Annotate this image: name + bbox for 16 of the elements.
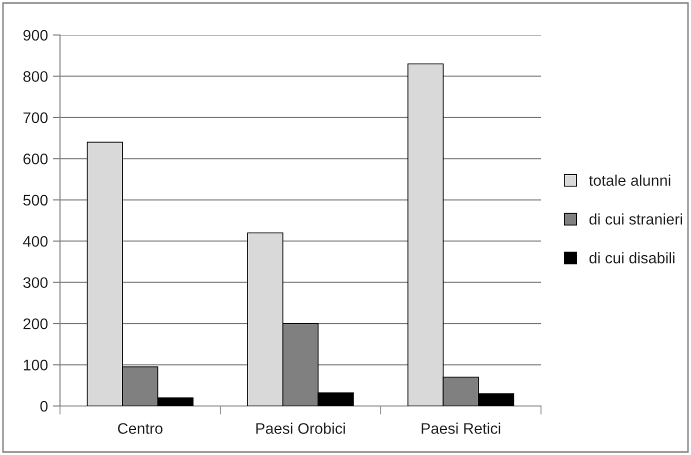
x-tick-label: Centro — [118, 423, 162, 434]
y-tick-label: 700 — [23, 112, 48, 124]
y-tick-label: 400 — [23, 236, 48, 247]
y-tick-label: 900 — [23, 30, 48, 41]
legend-label: totale alunni — [589, 174, 670, 186]
legend-label: di cui disabili — [589, 252, 674, 264]
y-tick-label: 0 — [40, 400, 48, 412]
y-tick-label: 300 — [23, 277, 48, 288]
y-tick-label: 100 — [24, 360, 48, 370]
y-tick-label: 200 — [23, 318, 48, 330]
y-tick-label: 500 — [23, 194, 48, 206]
x-tick-label: Paesi Orobici — [256, 422, 345, 434]
x-tick-label: Paesi Retici — [422, 422, 500, 434]
y-tick-label: 600 — [23, 154, 48, 164]
y-tick-label: 800 — [23, 71, 48, 82]
legend-label: di cui stranieri — [589, 213, 682, 225]
